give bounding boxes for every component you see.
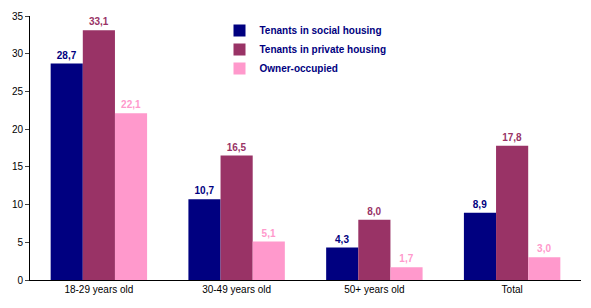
svg-text:4,3: 4,3 xyxy=(335,234,349,245)
svg-text:1,7: 1,7 xyxy=(399,253,413,264)
svg-text:8,0: 8,0 xyxy=(367,206,381,217)
svg-text:5: 5 xyxy=(17,237,23,248)
svg-text:17,8: 17,8 xyxy=(502,132,522,143)
svg-text:15: 15 xyxy=(12,161,24,172)
svg-text:Total: Total xyxy=(502,284,523,295)
svg-text:Tenants in private housing: Tenants in private housing xyxy=(260,44,387,55)
svg-text:Tenants in social housing: Tenants in social housing xyxy=(260,25,382,36)
svg-text:10,7: 10,7 xyxy=(195,185,215,196)
svg-text:35: 35 xyxy=(12,11,24,22)
svg-text:20: 20 xyxy=(12,124,24,135)
svg-text:22,1: 22,1 xyxy=(121,99,141,110)
svg-text:33,1: 33,1 xyxy=(89,16,109,27)
svg-text:0: 0 xyxy=(17,275,23,286)
svg-text:25: 25 xyxy=(12,86,24,97)
svg-text:30: 30 xyxy=(12,48,24,59)
svg-text:16,5: 16,5 xyxy=(227,142,247,153)
svg-text:10: 10 xyxy=(12,199,24,210)
svg-text:50+ years old: 50+ years old xyxy=(344,284,404,295)
svg-text:30-49 years old: 30-49 years old xyxy=(202,284,271,295)
svg-text:5,1: 5,1 xyxy=(262,228,276,239)
svg-text:3,0: 3,0 xyxy=(537,243,551,254)
svg-text:Owner-occupied: Owner-occupied xyxy=(260,63,338,74)
svg-text:28,7: 28,7 xyxy=(57,50,77,61)
svg-text:8,9: 8,9 xyxy=(473,199,487,210)
svg-text:18-29 years old: 18-29 years old xyxy=(64,284,133,295)
